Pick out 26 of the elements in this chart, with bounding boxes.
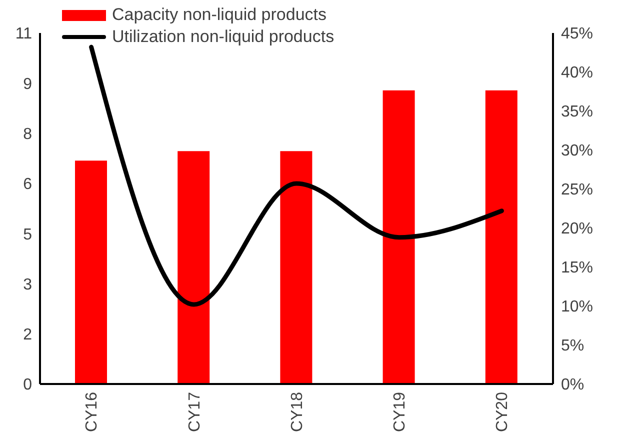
legend-label: Utilization non-liquid products <box>112 26 334 48</box>
y2-tick-label: 25% <box>561 182 594 199</box>
y-tick-label: 3 <box>23 276 32 294</box>
y-tick-label: 9 <box>23 76 32 93</box>
x-tick-label: CY16 <box>84 392 101 432</box>
y-tick-label: 11 <box>15 26 32 43</box>
x-tick-label: CY20 <box>494 392 512 432</box>
y2-tick-label: 15% <box>561 260 594 277</box>
y2-tick-label: 40% <box>561 64 594 82</box>
y-tick-label: 2 <box>23 326 32 344</box>
y2-tick-label: 30% <box>561 142 594 160</box>
x-tick-label: CY17 <box>186 392 204 432</box>
line-series <box>89 44 504 307</box>
y-tick-label: 8 <box>23 126 32 143</box>
y2-tick-label: 0% <box>561 376 584 394</box>
y-tick-label: 5 <box>23 226 32 244</box>
y-tick-label: 6 <box>23 176 32 194</box>
x-tick-label: CY19 <box>391 392 408 432</box>
y2-tick-label: 20% <box>561 220 594 238</box>
y2-tick-label: 45% <box>561 26 594 43</box>
y2-tick-label: 5% <box>561 338 584 355</box>
legend-label: Capacity non-liquid products <box>112 4 327 26</box>
y-tick-label: 0 <box>23 376 32 394</box>
y2-tick-label: 10% <box>561 298 594 316</box>
x-tick-label: CY18 <box>288 392 306 432</box>
y2-tick-label: 35% <box>561 104 594 121</box>
